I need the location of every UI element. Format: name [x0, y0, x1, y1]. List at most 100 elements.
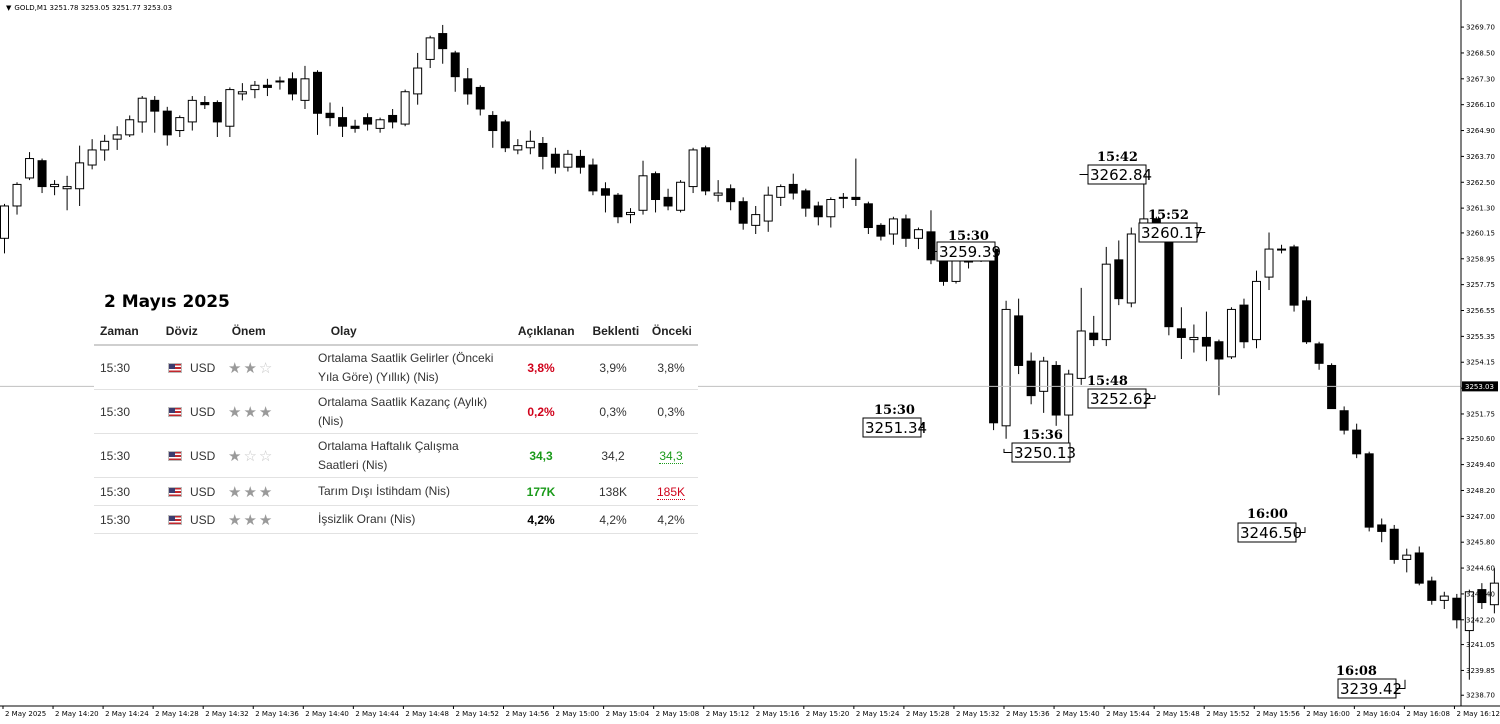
candle	[1226, 307, 1236, 359]
candle-body	[388, 114, 398, 123]
candle	[688, 147, 698, 194]
price-tick-label: 3257.75	[1466, 281, 1495, 289]
candle	[626, 208, 635, 224]
candle-body	[313, 71, 322, 114]
candle	[1076, 287, 1086, 385]
price-tick-label: 3258.95	[1466, 255, 1495, 263]
candle-body	[838, 196, 848, 199]
price-tick-label: 3269.70	[1466, 24, 1495, 32]
calendar-title: 2 Mayıs 2025	[104, 292, 230, 312]
candle-body	[888, 218, 898, 235]
candle	[388, 108, 398, 129]
candle-body	[187, 99, 197, 123]
candle-body	[751, 214, 761, 226]
price-tick-label: 3243.40	[1466, 590, 1495, 598]
candle	[338, 106, 348, 138]
candle	[1402, 548, 1412, 573]
callout-time-label: 15:52	[1148, 208, 1189, 223]
candle	[788, 173, 798, 200]
time-tick-label: 2 May 15:28	[906, 710, 950, 718]
candle	[1439, 591, 1449, 610]
row-time: 15:30	[100, 404, 131, 419]
callout-time-label: 16:08	[1336, 664, 1377, 679]
callout-time-label: 15:42	[1097, 150, 1138, 165]
candle	[375, 117, 385, 133]
candle-body	[1339, 410, 1349, 431]
candle-body	[75, 162, 85, 190]
previous-value[interactable]: 185K	[656, 484, 686, 500]
callout-leader	[1146, 395, 1156, 399]
candle-body	[913, 229, 923, 239]
header-time: Zaman	[100, 324, 139, 338]
calendar-row[interactable]: 15:30 USD ★☆☆ Ortalama Haftalık Çalışma Saa…	[94, 434, 698, 478]
candle	[150, 96, 160, 133]
candle-body	[901, 218, 911, 239]
time-tick-label: 2 May 14:56	[506, 710, 550, 718]
candle	[588, 158, 598, 196]
row-time: 15:30	[100, 448, 131, 463]
us-flag-icon	[168, 406, 182, 417]
calendar-row[interactable]: 15:30 USD ★★☆ Ortalama Saatlik Gelirler (Ön…	[94, 346, 698, 390]
candle-body	[112, 134, 122, 140]
candle	[187, 96, 197, 131]
currency-code: USD	[190, 360, 216, 375]
row-event: Ortalama Saatlik Kazanç (Aylık) (Nis)	[318, 394, 488, 428]
currency-code: USD	[190, 484, 216, 499]
candle	[1164, 231, 1174, 336]
candle	[701, 145, 711, 196]
candle	[475, 85, 485, 116]
candle-body	[1239, 304, 1249, 343]
symbol-ohlc-text: GOLD,M1 3251.78 3253.05 3251.77 3253.03	[14, 4, 173, 12]
candle-body	[1377, 524, 1387, 532]
candle-body	[738, 201, 748, 224]
price-tick-label: 3254.15	[1466, 359, 1495, 367]
candle-body	[513, 145, 523, 151]
candle	[525, 130, 535, 155]
candle-body	[575, 155, 585, 168]
time-tick-label: 2 May 15:32	[956, 710, 1000, 718]
calendar-row[interactable]: 15:30 USD ★★★ Ortalama Saatlik Kazanç (Aylı…	[94, 390, 698, 434]
candle	[1089, 315, 1099, 347]
candle-body	[287, 78, 297, 95]
candle-body	[1264, 248, 1274, 278]
candle-body	[262, 84, 272, 88]
candle-body	[237, 91, 247, 95]
candle-body	[37, 160, 47, 188]
candle	[350, 119, 360, 133]
header-event: Olay	[330, 323, 357, 338]
callout-price-label: 3246.50	[1240, 524, 1302, 542]
row-actual: 0,2%	[527, 404, 555, 419]
time-tick-label: 2 May 14:36	[255, 710, 299, 718]
calendar-row[interactable]: 15:30 USD ★★★ İşsizlik Oranı (Nis) 4,2% 4,2% 4…	[94, 506, 698, 534]
header-currency: Döviz	[165, 324, 198, 338]
candle-body	[1289, 246, 1299, 306]
candle	[363, 113, 373, 131]
candle	[888, 216, 898, 245]
candle	[876, 223, 886, 241]
candle-body	[338, 117, 348, 127]
calendar-row[interactable]: 15:30 USD ★★★ Tarım Dışı İstihdam (Nis) 177K…	[94, 478, 698, 506]
candle	[1377, 518, 1387, 543]
candle	[500, 119, 510, 153]
row-event: Tarım Dışı İstihdam (Nis)	[318, 484, 451, 498]
candle	[463, 68, 473, 105]
candle	[1026, 352, 1036, 405]
time-tick-label: 2 May 15:12	[706, 710, 750, 718]
time-tick-label: 2 May 14:20	[55, 710, 99, 718]
time-tick-label: 2 May 14:32	[205, 710, 249, 718]
candle-body	[50, 183, 60, 188]
candle	[75, 145, 85, 206]
candle-body	[1327, 364, 1337, 410]
candle	[225, 87, 235, 138]
time-tick-label: 2 May 15:48	[1156, 710, 1200, 718]
previous-value[interactable]: 34,3	[659, 448, 683, 464]
symbol-menu-icon[interactable]: ▼	[6, 4, 12, 12]
candle-body	[1314, 343, 1324, 364]
candle	[125, 115, 135, 138]
candle-body	[200, 102, 210, 106]
candle	[1289, 244, 1299, 312]
candle	[738, 197, 748, 230]
candle-body	[212, 102, 222, 123]
